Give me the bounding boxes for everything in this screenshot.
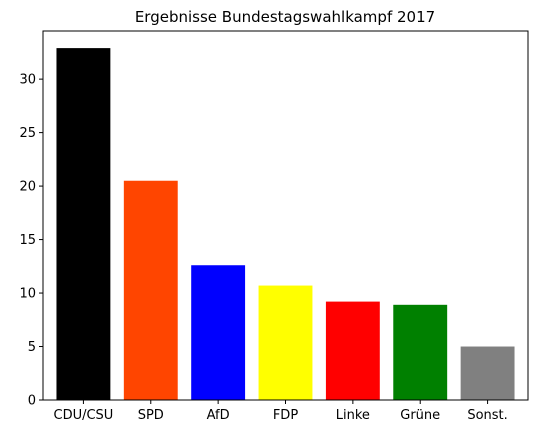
- bars-group: [56, 48, 515, 401]
- y-tick-label: 0: [28, 394, 36, 409]
- x-tick-label: AfD: [207, 408, 230, 423]
- y-tick-label: 15: [19, 233, 36, 248]
- y-tick-label: 20: [19, 180, 36, 195]
- x-tick-label: FDP: [273, 408, 298, 423]
- x-tick-label: Grüne: [400, 408, 440, 423]
- y-tick-label: 10: [19, 287, 36, 302]
- x-tick-label: Linke: [336, 408, 370, 423]
- y-tick-label: 25: [19, 126, 36, 141]
- chart-title: Ergebnisse Bundestagswahlkampf 2017: [135, 8, 435, 26]
- bar-linke: [325, 301, 380, 400]
- plot-frame: [42, 30, 529, 401]
- bar-fdp: [258, 285, 313, 400]
- y-tick-label: 30: [19, 73, 36, 88]
- x-axis: CDU/CSU SPD AfD FDP Linke Grüne Sonst.: [54, 400, 508, 423]
- bar-sonst: [460, 346, 515, 400]
- x-tick-label: SPD: [138, 408, 164, 423]
- y-axis: 0 5 10 15 20 25 30: [19, 73, 43, 409]
- x-tick-label: Sonst.: [467, 408, 507, 423]
- bar-cdu-csu: [56, 48, 111, 401]
- bar-afd: [191, 265, 246, 400]
- bar-spd: [123, 180, 178, 400]
- y-tick-label: 5: [28, 340, 36, 355]
- x-tick-label: CDU/CSU: [54, 408, 114, 423]
- bar-grüne: [393, 304, 448, 400]
